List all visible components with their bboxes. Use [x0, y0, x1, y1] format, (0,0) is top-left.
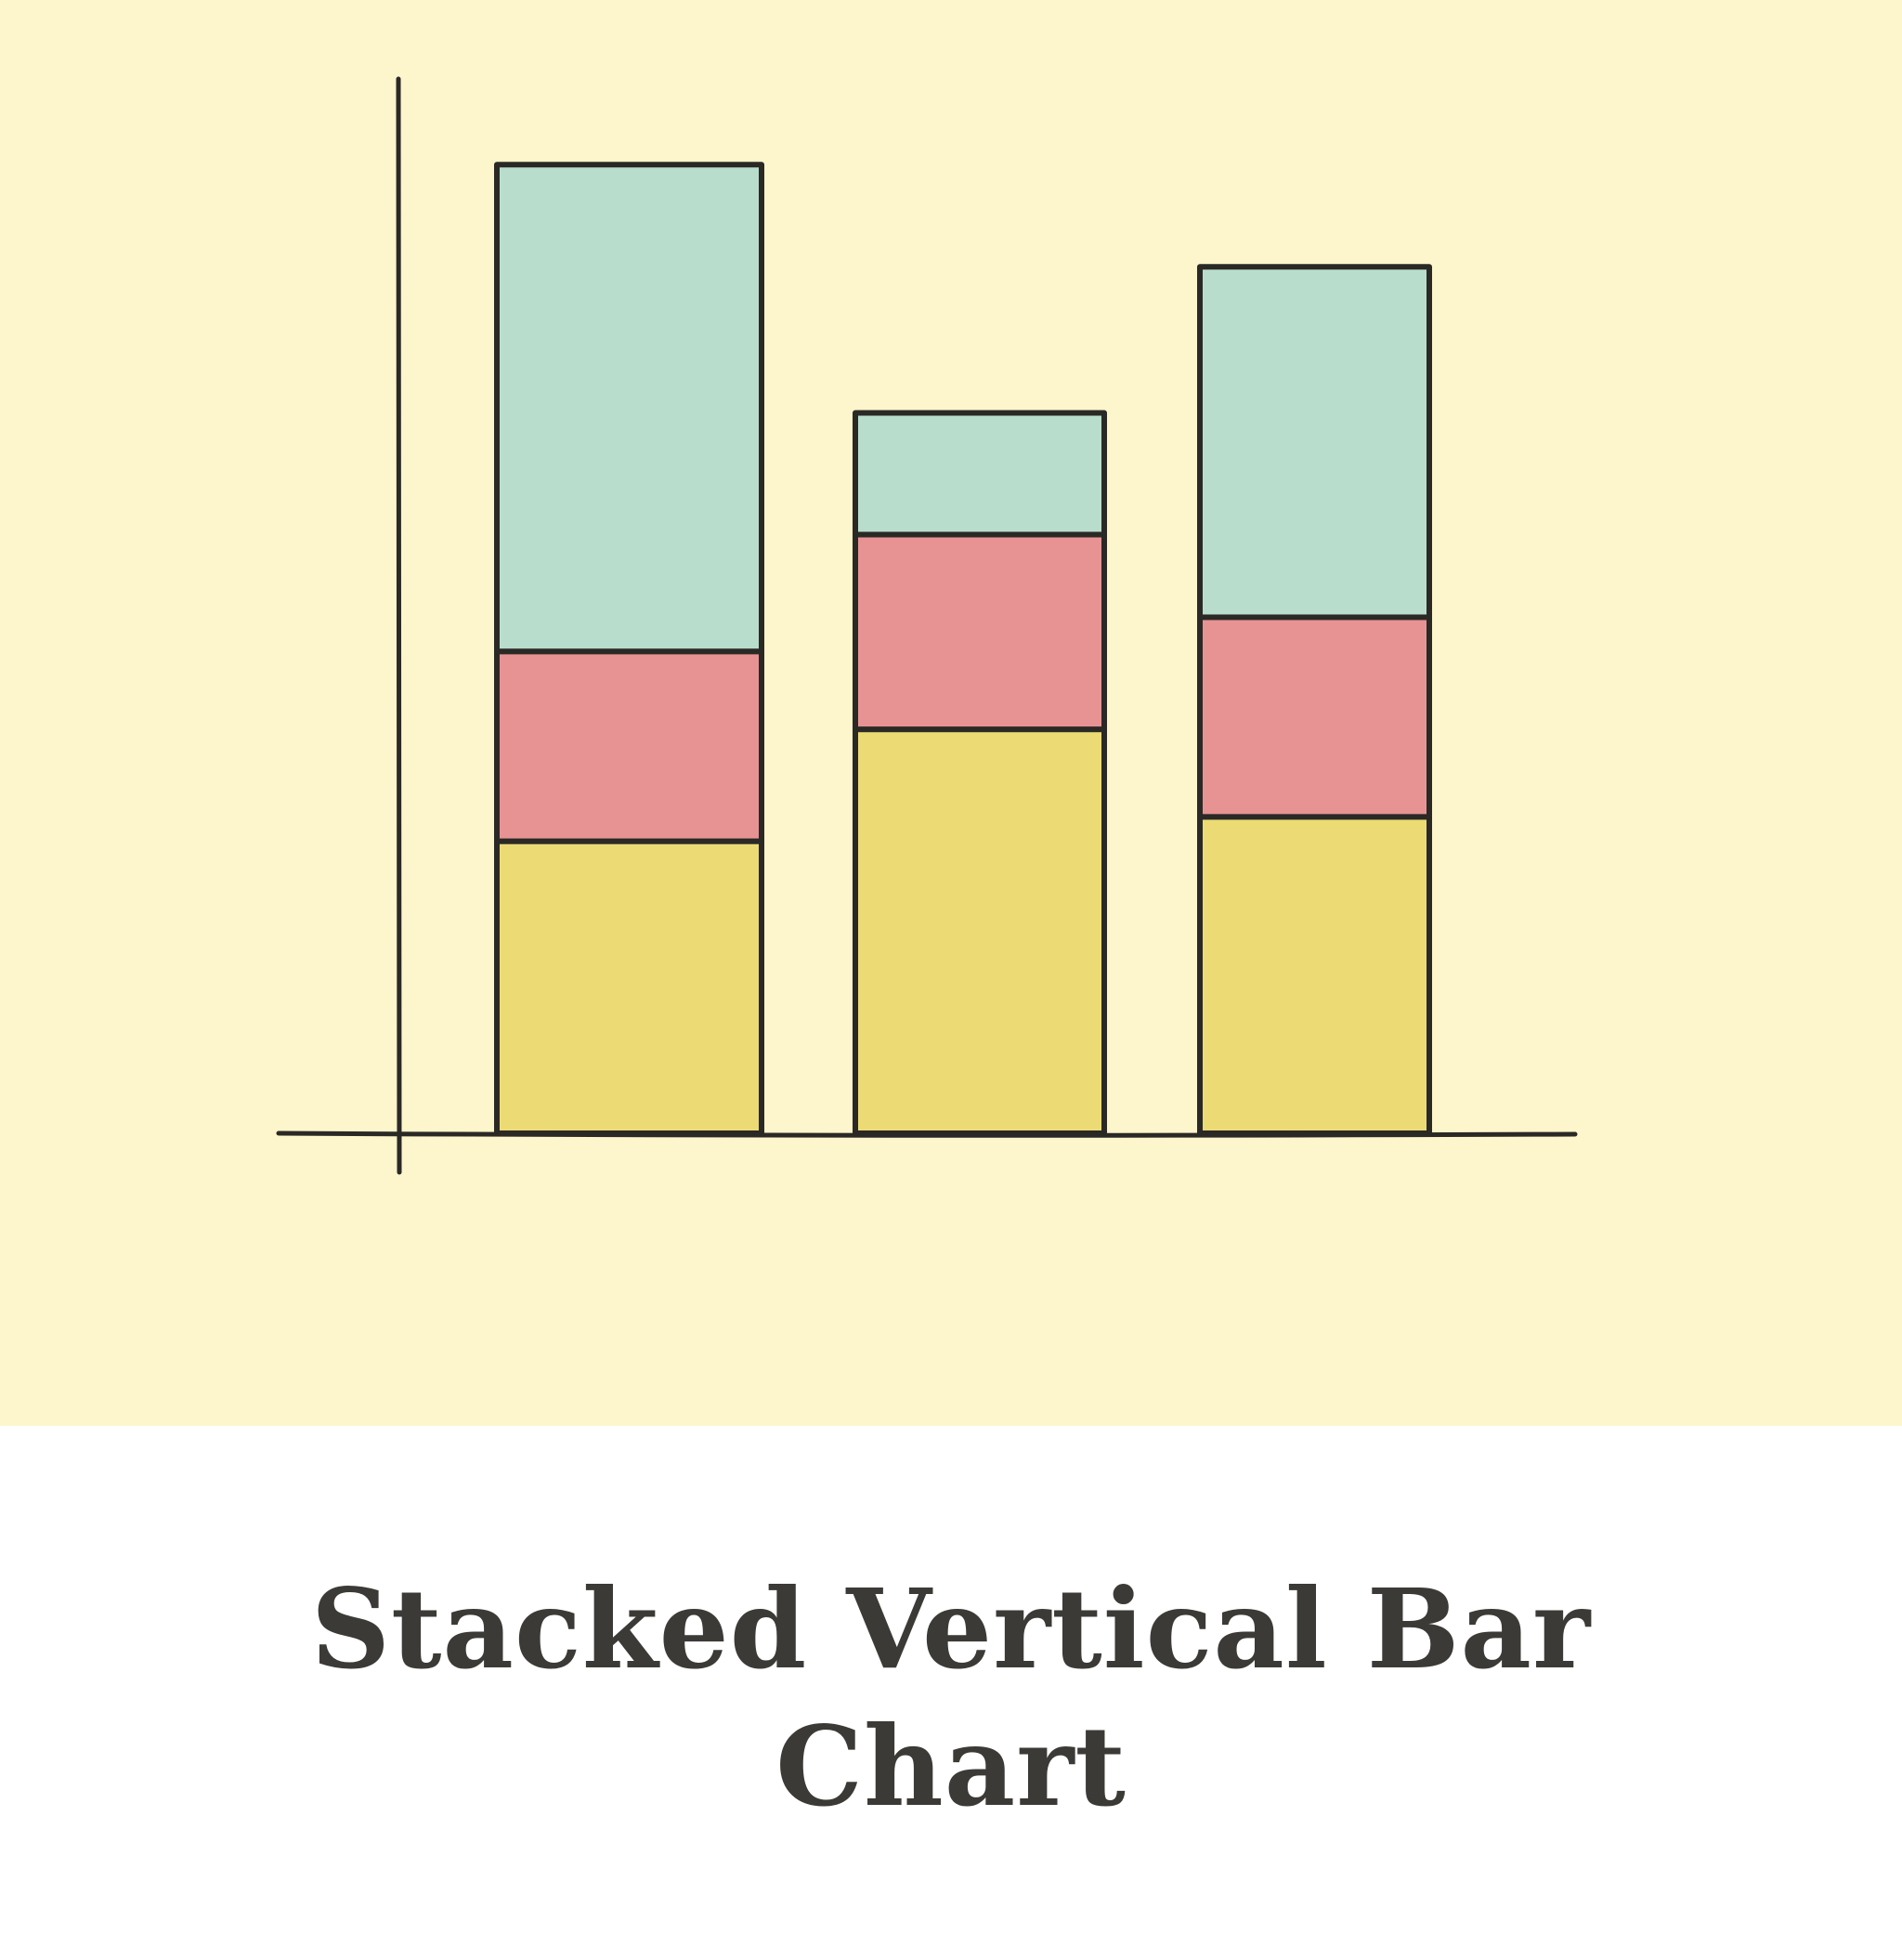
bars-layer	[494, 162, 1432, 1137]
bar-2-segment-top	[853, 410, 1107, 538]
stacked-bar-chart	[0, 0, 1902, 1426]
bar-stack-2	[853, 410, 1107, 1137]
bar-stack-3	[1197, 264, 1432, 1137]
bar-2-segment-bottom	[853, 726, 1107, 1137]
caption-line-2: Chart	[775, 1702, 1127, 1831]
caption-line-1: Stacked Vertical Bar	[310, 1564, 1592, 1693]
y-axis-line	[396, 76, 403, 1175]
bar-stack-1	[494, 162, 764, 1136]
bar-3-segment-top	[1197, 264, 1432, 621]
x-axis-line	[276, 1130, 1578, 1138]
bar-3-segment-middle	[1197, 614, 1432, 820]
bar-2-segment-middle	[853, 531, 1107, 733]
chart-panel	[0, 0, 1902, 1426]
bar-3-segment-bottom	[1197, 814, 1432, 1137]
bar-1-segment-bottom	[494, 838, 764, 1136]
bar-1-segment-top	[494, 162, 764, 655]
chart-caption: Stacked Vertical Bar Chart	[0, 1561, 1902, 1836]
bar-1-segment-middle	[494, 648, 764, 844]
